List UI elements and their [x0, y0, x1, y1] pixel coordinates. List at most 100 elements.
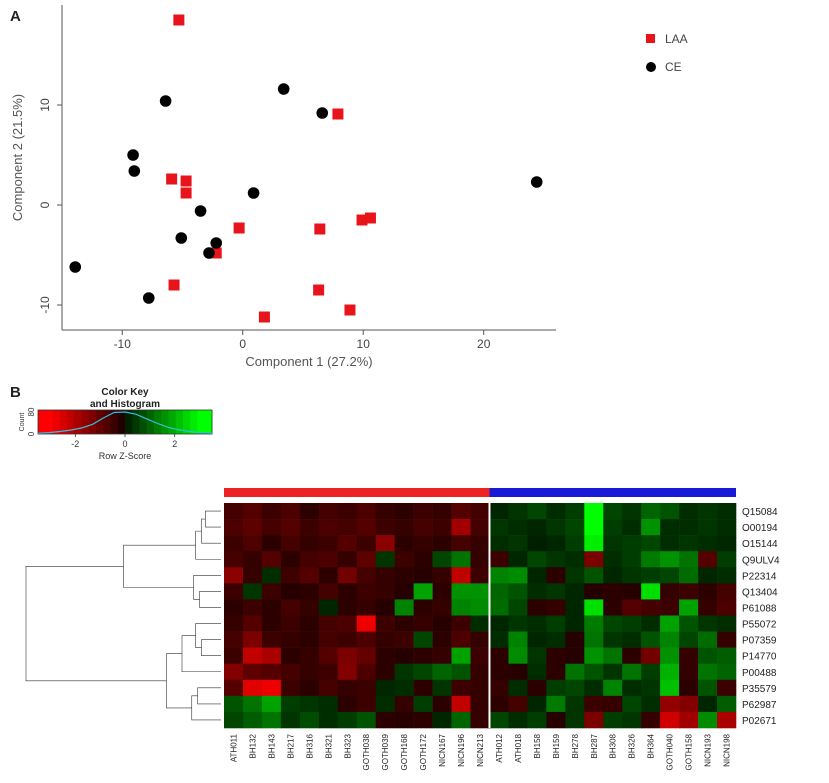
heatmap-cell [318, 567, 339, 584]
heatmap-cell [261, 551, 282, 568]
heatmap-cell [698, 615, 718, 632]
heatmap-cell [432, 599, 452, 616]
heatmap-cell [451, 567, 471, 584]
heatmap-cell [224, 711, 244, 729]
dendrogram-branch [201, 639, 221, 656]
laa-point [356, 214, 368, 226]
heatmap-cell [679, 519, 699, 536]
heatmap-cell [717, 519, 737, 536]
laa-point [332, 108, 344, 120]
heatmap-cell [375, 663, 395, 681]
heatmap-cell [546, 519, 566, 536]
color-key-swatch [154, 410, 162, 434]
dendrogram-branch [205, 510, 221, 528]
heatmap-cell [565, 615, 585, 632]
heatmap-cell [394, 663, 414, 681]
heatmap-cell [375, 679, 395, 697]
dendrogram-branch [191, 695, 221, 721]
panel-label-b: B [10, 384, 21, 401]
dendrogram-branch [166, 653, 192, 709]
heatmap-cell [451, 519, 471, 536]
heatmap-cell [489, 535, 509, 552]
heatmap-cell [527, 551, 547, 568]
heatmap-cell [660, 615, 680, 632]
heatmap-cell [660, 663, 680, 681]
column-label: ATH012 [495, 733, 504, 762]
heatmap-cell [432, 711, 452, 729]
heatmap-cell [622, 551, 642, 568]
heatmap-cell [337, 679, 358, 697]
heatmap-cell [451, 695, 471, 713]
heatmap-cell [470, 695, 490, 713]
row-label: O15144 [742, 539, 778, 550]
heatmap-cell [356, 551, 377, 568]
heatmap-cell [698, 663, 718, 681]
color-key-swatch [45, 410, 53, 434]
heatmap-cell [394, 567, 414, 584]
heatmap-cell [299, 519, 320, 536]
heatmap-cell [717, 679, 737, 697]
heatmap-cell [394, 679, 414, 697]
heatmap-cell [679, 679, 699, 697]
heatmap-cell [489, 695, 509, 713]
heatmap-cell [717, 647, 737, 665]
heatmap-cell [698, 647, 718, 665]
heatmap-cell [318, 615, 339, 632]
row-label: P00488 [742, 668, 777, 679]
heatmap-cell [299, 583, 320, 600]
heatmap-cell [584, 615, 604, 632]
heatmap-cell [337, 503, 358, 520]
heatmap-cell [527, 631, 547, 648]
heatmap-cell [603, 535, 623, 552]
dendrogram-branch [193, 575, 221, 600]
heatmap-cell [451, 679, 471, 697]
heatmap-cell [641, 615, 661, 632]
heatmap-cell [508, 615, 528, 632]
group-bar-ce [489, 488, 736, 497]
heatmap-cell [356, 599, 377, 616]
heatmap-cell [660, 551, 680, 568]
heatmap-cell [224, 503, 244, 520]
heatmap-cell [318, 551, 339, 568]
color-key-swatch [67, 410, 75, 434]
heatmap-cell [679, 503, 699, 520]
heatmap-cell [565, 567, 585, 584]
heatmap-cell [394, 535, 414, 552]
heatmap-cell [413, 647, 433, 665]
heatmap-cell [356, 567, 377, 584]
dendrogram-branch [25, 565, 167, 682]
column-label: BH316 [305, 733, 314, 758]
x-tick-label: 0 [239, 337, 246, 351]
panel-label-a: A [10, 8, 21, 25]
heatmap-cell [565, 519, 585, 536]
heatmap-cell [622, 631, 642, 648]
dendrogram-branch [201, 518, 221, 544]
heatmap-cell [224, 647, 244, 665]
heatmap-cell [679, 551, 699, 568]
heatmap-cell [489, 615, 509, 632]
column-label: BH323 [343, 733, 352, 758]
heatmap-cell [527, 647, 547, 665]
heatmap-cell [318, 679, 339, 697]
heatmap-cell [698, 503, 718, 520]
heatmap-cell [280, 679, 301, 697]
heatmap-cell [394, 631, 414, 648]
heatmap-cell [660, 519, 680, 536]
color-key-swatch [125, 410, 133, 434]
heatmap-cell [489, 663, 509, 681]
ce-point [69, 261, 82, 273]
heatmap-cell [641, 535, 661, 552]
heatmap-cell [641, 679, 661, 697]
heatmap-cell [565, 647, 585, 665]
heatmap-cell [224, 583, 244, 600]
heatmap-cell [546, 599, 566, 616]
heatmap-cell [717, 615, 737, 632]
color-key-swatch [117, 410, 126, 434]
heatmap-cell [261, 679, 282, 697]
heatmap-cell [565, 663, 585, 681]
heatmap-cell [679, 615, 699, 632]
heatmap-cell [356, 711, 377, 729]
heatmap-cell [337, 647, 358, 665]
ce-point [247, 187, 260, 199]
heatmap-cell [337, 695, 358, 713]
